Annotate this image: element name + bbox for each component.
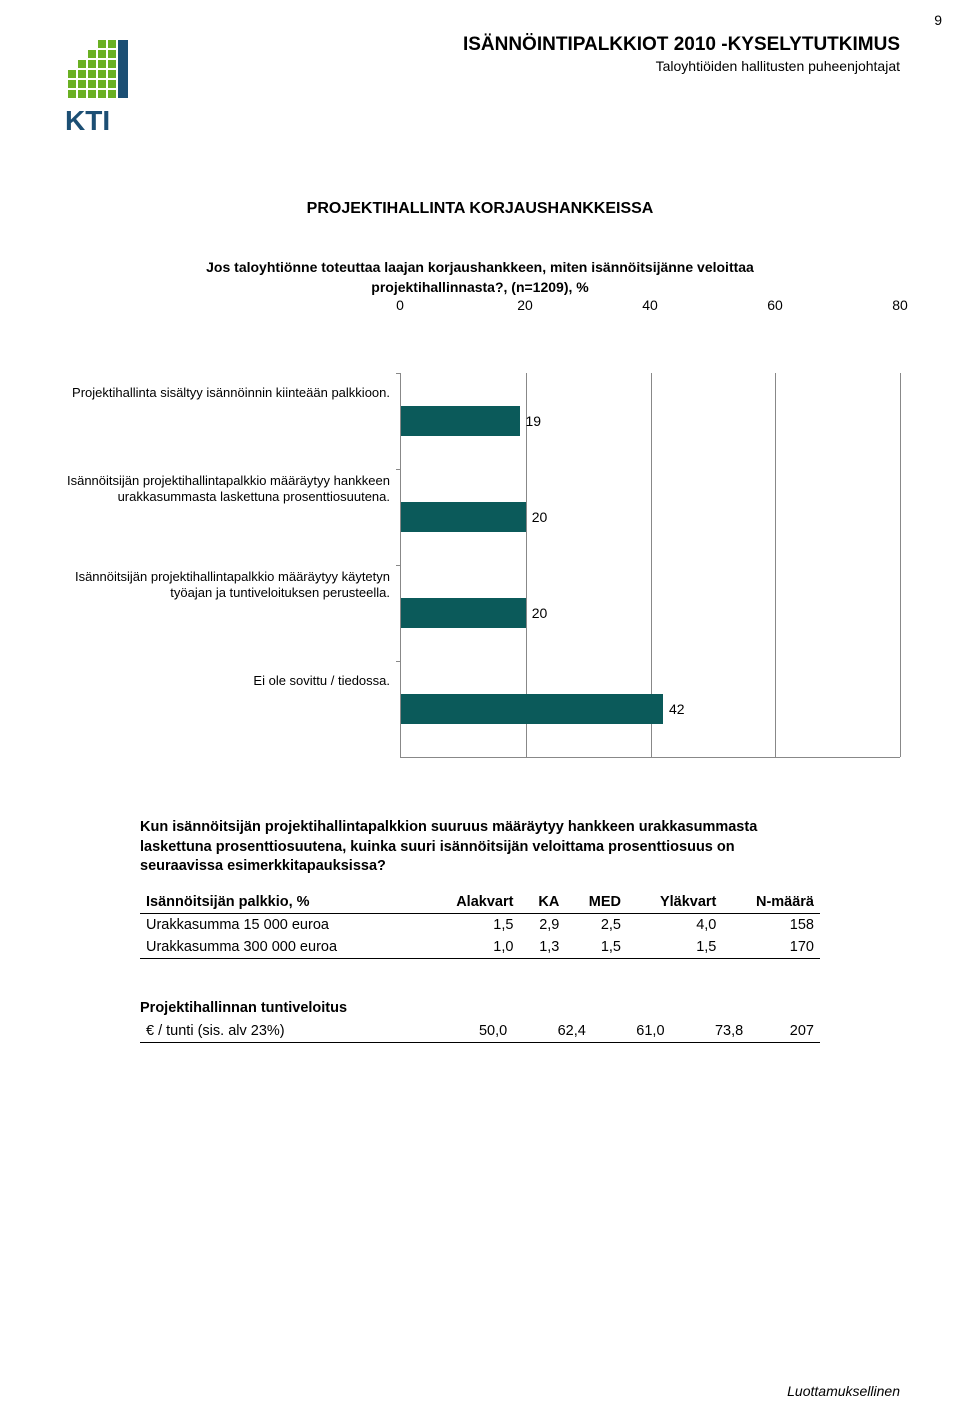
title-block: ISÄNNÖINTIPALKKIOT 2010 -KYSELYTUTKIMUS … [170,34,900,74]
page-number: 9 [934,12,942,28]
chart-minor-tick [396,373,401,374]
table-cell: 1,5 [423,913,519,936]
kti-logo-text: KTI [65,105,110,136]
table-cell: € / tunti (sis. alv 23%) [140,1020,435,1043]
x-axis-tick: 40 [642,297,658,313]
kti-logo: KTI [60,30,150,140]
table-header-cell: Alakvart [423,891,519,914]
kti-logo-icon: KTI [60,30,150,140]
chart-bar-value: 20 [532,509,548,525]
table-cell: 50,0 [435,1020,514,1043]
x-axis-tick: 80 [892,297,908,313]
chart-bar: 20 [401,502,526,532]
table-row: Urakkasumma 300 000 euroa1,01,31,51,5170 [140,936,820,959]
chart-bar-slot: 20 [401,469,900,565]
section-title: PROJEKTIHALLINTA KORJAUSHANKKEISSA [60,200,900,218]
table-cell: 4,0 [627,913,722,936]
table-row: € / tunti (sis. alv 23%)50,062,461,073,8… [140,1020,820,1043]
table-cell: 1,3 [519,936,565,959]
chart-bar-label: Projektihallinta sisältyy isännöinnin ki… [60,345,400,441]
body-question-text: Kun isännöitsijän projektihallintapalkki… [140,818,820,877]
x-axis-tick: 0 [396,297,404,313]
x-axis-tick: 20 [517,297,533,313]
chart-bar-label: Isännöitsijän projektihallintapalkkio mä… [60,537,400,633]
chart-bar: 42 [401,694,663,724]
bar-chart: Projektihallinta sisältyy isännöinnin ki… [60,345,900,758]
document-subtitle: Taloyhtiöiden hallitusten puheenjohtajat [170,58,900,74]
fee-percentage-table: Isännöitsijän palkkio, %AlakvartKAMEDYlä… [140,891,820,959]
table-cell: 62,4 [513,1020,592,1043]
table-cell: 1,5 [627,936,722,959]
hourly-rate-heading: Projektihallinnan tuntiveloitus [140,999,820,1019]
chart-bar-slot: 20 [401,565,900,661]
table-header-cell: N-määrä [722,891,820,914]
chart-bar-slot: 19 [401,373,900,469]
chart-bar: 19 [401,406,520,436]
chart-container: 020406080 Projektihallinta sisältyy isän… [60,297,900,758]
table-cell: 2,9 [519,913,565,936]
chart-bar-value: 42 [669,701,685,717]
table-header-cell: KA [519,891,565,914]
chart-x-axis: 020406080 [400,297,900,325]
chart-bar: 20 [401,598,526,628]
chart-bar-label: Ei ole sovittu / tiedossa. [60,633,400,729]
chart-bar-slot: 42 [401,661,900,757]
confidential-footer: Luottamuksellinen [787,1383,900,1399]
table-cell: 1,0 [423,936,519,959]
document-header: KTI ISÄNNÖINTIPALKKIOT 2010 -KYSELYTUTKI… [60,30,900,140]
x-axis-tick: 60 [767,297,783,313]
table-header-cell: Yläkvart [627,891,722,914]
table-cell: Urakkasumma 300 000 euroa [140,936,423,959]
table-cell: 61,0 [592,1020,671,1043]
chart-bar-label: Isännöitsijän projektihallintapalkkio mä… [60,441,400,537]
chart-bar-value: 20 [532,605,548,621]
table-header-cell: Isännöitsijän palkkio, % [140,891,423,914]
table-cell: 158 [722,913,820,936]
chart-prompt-line2: projektihallinnasta?, (n=1209), % [371,279,588,295]
table-cell: 207 [749,1020,820,1043]
body-block: Kun isännöitsijän projektihallintapalkki… [140,818,820,1043]
table-cell: Urakkasumma 15 000 euroa [140,913,423,936]
chart-bar-value: 19 [526,413,542,429]
page: 9 [0,0,960,1421]
chart-prompt-line1: Jos taloyhtiönne toteuttaa laajan korjau… [206,259,754,275]
chart-gridline [900,373,901,757]
chart-plot-area: 19 20 20 42 [400,373,900,758]
table-cell: 73,8 [671,1020,750,1043]
chart-y-labels: Projektihallinta sisältyy isännöinnin ki… [60,345,400,729]
document-title: ISÄNNÖINTIPALKKIOT 2010 -KYSELYTUTKIMUS [170,34,900,56]
table-header-cell: MED [565,891,627,914]
chart-prompt: Jos taloyhtiönne toteuttaa laajan korjau… [60,258,900,297]
table-row: Urakkasumma 15 000 euroa1,52,92,54,0158 [140,913,820,936]
hourly-rate-table: € / tunti (sis. alv 23%)50,062,461,073,8… [140,1020,820,1043]
table-cell: 170 [722,936,820,959]
table-cell: 2,5 [565,913,627,936]
table-cell: 1,5 [565,936,627,959]
